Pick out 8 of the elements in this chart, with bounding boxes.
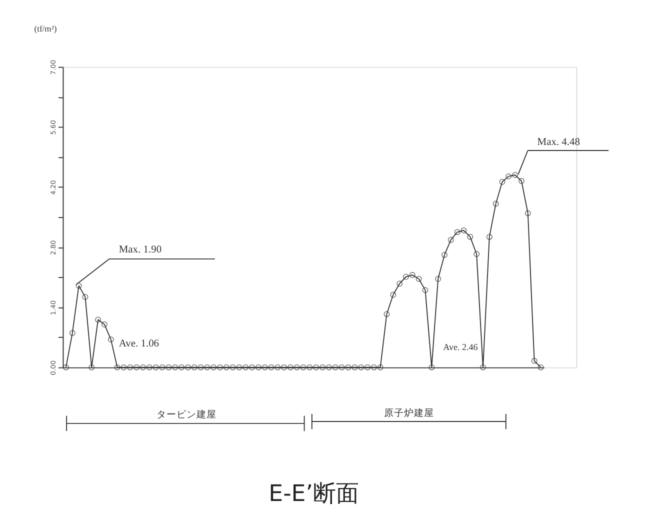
y-axis-title: (tf/m²) bbox=[34, 24, 57, 34]
text: タービン建屋 bbox=[156, 408, 216, 421]
annotation: Max. 1.90 bbox=[118, 244, 162, 256]
annotation: Max. 4.48 bbox=[537, 136, 580, 148]
text: E-E’断面 bbox=[268, 480, 359, 507]
annotation: Ave. 2.46 bbox=[443, 342, 478, 352]
annotation: Ave. 1.06 bbox=[118, 338, 160, 350]
text: 原子炉建屋 bbox=[384, 406, 434, 419]
